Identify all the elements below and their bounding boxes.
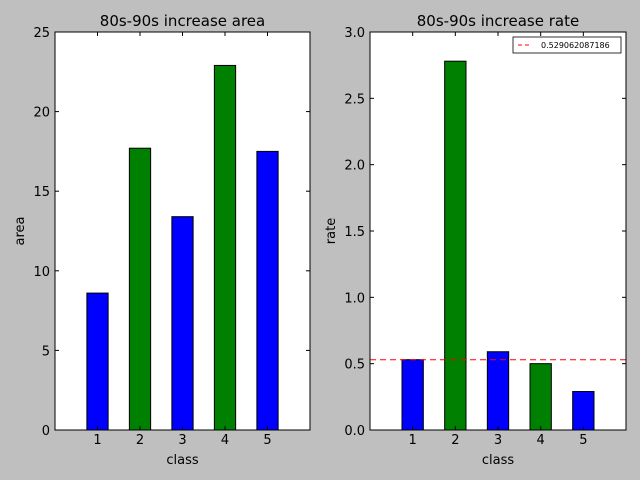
legend-label: 0.529062087186	[541, 41, 610, 50]
plot-frame	[369, 31, 627, 431]
bar-class-1	[86, 292, 109, 431]
bar-class-2	[128, 147, 152, 431]
y-axis-label: rate	[324, 218, 339, 244]
y-tick-label: 2.5	[344, 92, 365, 107]
chart-title: 80s-90s increase rate	[417, 12, 579, 30]
x-tick-label: 3	[494, 433, 502, 448]
bars	[401, 60, 595, 431]
y-ticks: 0.0 0.5 1.0 1.5 2.0 2.5 3.0	[344, 26, 626, 439]
y-tick-label: 3.0	[344, 26, 365, 41]
bar-class-3	[171, 216, 194, 431]
x-tick-label: 2	[136, 433, 144, 448]
y-tick-label: 0.0	[344, 424, 365, 439]
bar-class-1	[401, 359, 424, 431]
y-tick-label: 1.0	[344, 291, 365, 306]
y-tick-label: 15	[33, 185, 50, 200]
bar-class-5	[572, 391, 595, 431]
x-tick-label: 4	[221, 433, 229, 448]
y-tick-label: 0.5	[344, 358, 365, 373]
y-axis-label: area	[13, 217, 28, 246]
x-tick-label: 1	[409, 433, 417, 448]
y-tick-label: 1.5	[344, 225, 365, 240]
x-tick-label: 5	[263, 433, 271, 448]
bar-class-4	[529, 363, 552, 431]
y-tick-label: 5	[42, 344, 50, 359]
chart-title: 80s-90s increase area	[100, 12, 265, 30]
x-ticks: 1 2 3 4 5	[409, 32, 587, 448]
y-tick-label: 0	[42, 424, 50, 439]
x-ticks: 1 2 3 4 5	[93, 32, 272, 448]
legend: 0.529062087186	[512, 36, 622, 54]
area-chart: 0 5 10 15 20 25 1 2 3 4 5 80s-90s increase area c…	[13, 12, 311, 468]
plot-frame	[54, 31, 311, 431]
y-tick-label: 25	[33, 26, 50, 41]
x-axis-label: class	[482, 453, 514, 468]
bars	[86, 64, 279, 431]
x-tick-label: 1	[93, 433, 101, 448]
x-axis-label: class	[166, 453, 198, 468]
x-tick-label: 3	[178, 433, 186, 448]
legend-box	[512, 36, 622, 54]
x-tick-label: 4	[537, 433, 545, 448]
x-tick-label: 5	[579, 433, 587, 448]
rate-chart: 0.0 0.5 1.0 1.5 2.0 2.5 3.0 1 2 3 4 5 0.5290620871…	[324, 12, 627, 468]
bar-class-5	[256, 150, 279, 431]
y-tick-label: 20	[33, 106, 50, 121]
bar-class-4	[213, 64, 237, 431]
y-tick-label: 2.0	[344, 159, 365, 174]
bar-class-3	[486, 351, 510, 431]
y-tick-label: 10	[33, 265, 50, 280]
x-tick-label: 2	[451, 433, 459, 448]
bar-class-2	[444, 60, 467, 431]
